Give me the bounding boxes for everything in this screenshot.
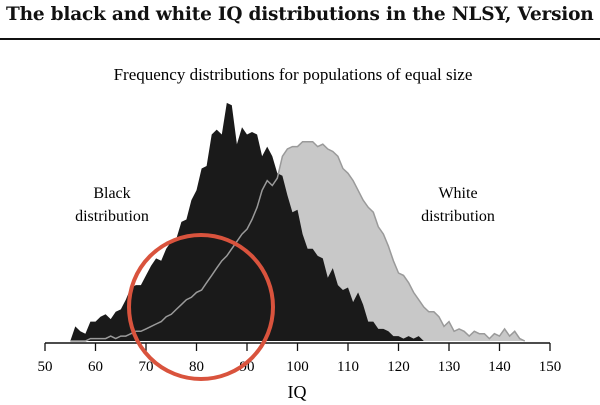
black-distribution-label: Black bbox=[93, 185, 130, 202]
page-title: The black and white IQ distributions in … bbox=[6, 4, 600, 25]
highlight-circle bbox=[127, 233, 275, 381]
x-tick-label: 120 bbox=[387, 359, 410, 375]
white-distribution-label: White bbox=[438, 185, 477, 202]
white-distribution-label-line2: distribution bbox=[421, 208, 495, 225]
x-tick-label: 140 bbox=[488, 359, 511, 375]
white-distribution-line bbox=[70, 140, 526, 342]
x-axis-label: IQ bbox=[288, 382, 307, 402]
x-tick-label: 60 bbox=[88, 359, 103, 375]
x-tick-label: 80 bbox=[189, 359, 204, 375]
black-distribution-area bbox=[70, 102, 525, 342]
x-axis-ticks: 50 60 70 80 90 100 110 120 130 140 150 bbox=[38, 343, 562, 375]
title-divider bbox=[0, 38, 600, 40]
x-tick-label: 150 bbox=[539, 359, 562, 375]
x-tick-label: 130 bbox=[438, 359, 461, 375]
black-distribution-label-line2: distribution bbox=[75, 208, 149, 225]
chart-subtitle: Frequency distributions for populations … bbox=[114, 65, 473, 84]
distribution-areas bbox=[70, 102, 526, 342]
x-tick-label: 110 bbox=[337, 359, 359, 375]
x-tick-label: 100 bbox=[286, 359, 309, 375]
x-tick-label: 50 bbox=[38, 359, 53, 375]
x-tick-label: 70 bbox=[139, 359, 154, 375]
